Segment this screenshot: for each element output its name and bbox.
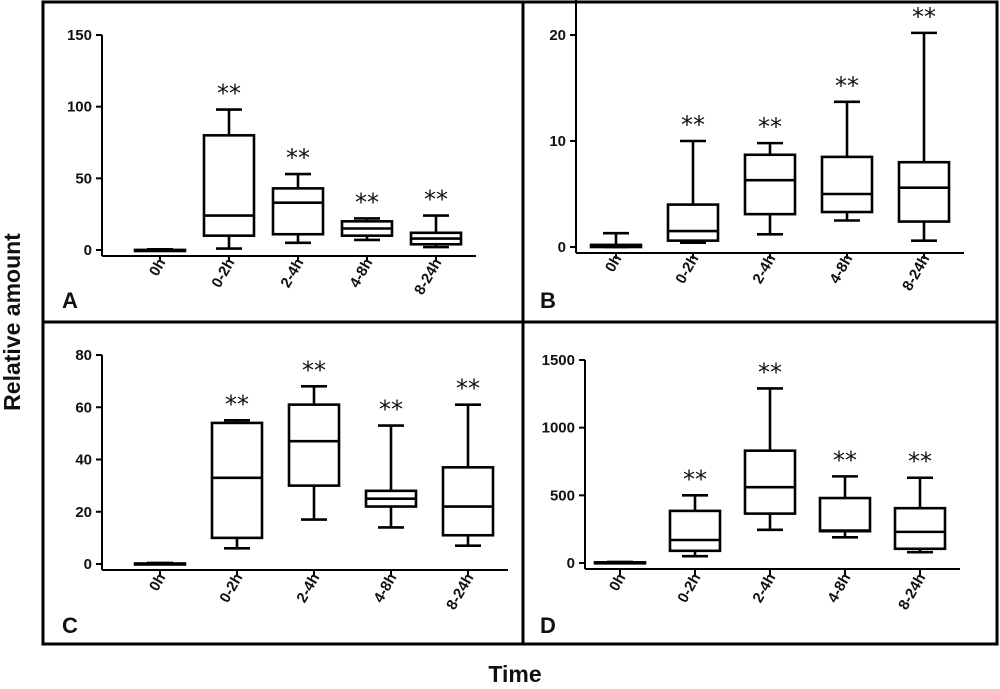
x-tick-label: 4-8h [824, 571, 854, 606]
y-tick-label: 40 [75, 452, 92, 469]
significance-label: ** [912, 3, 936, 31]
box-iqr [666, 203, 720, 242]
significance-label: ** [835, 72, 859, 100]
y-tick-label: 20 [75, 504, 92, 521]
x-tick-label: 0h [146, 571, 169, 595]
significance-label: ** [683, 465, 707, 493]
y-tick-label: 10 [549, 133, 566, 150]
significance-label: ** [833, 446, 857, 474]
y-tick-label: 150 [67, 27, 92, 44]
significance-label: ** [681, 111, 705, 139]
x-tick-label: 4-8h [826, 252, 856, 287]
y-tick-label: 60 [75, 399, 92, 416]
significance-label: ** [908, 448, 932, 476]
panel-border-d [521, 320, 999, 646]
panel-letter: A [62, 288, 78, 313]
panel-a: 0 50 100 150 0h 0-2h ** 2-4h ** 4-8h ** 8-24h ** A [62, 27, 476, 313]
box-iqr [893, 506, 947, 551]
box-iqr [202, 134, 256, 237]
panel-b: 0 10 20 0h 0-2h ** 2-4h ** 4-8h ** 8-24h ** B [540, 0, 964, 313]
significance-label: ** [758, 113, 782, 141]
x-tick-label: 0-2h [672, 252, 702, 287]
x-tick-label: 2-4h [749, 571, 779, 606]
y-tick-label: 1000 [542, 420, 575, 437]
x-tick-label: 2-4h [293, 571, 323, 606]
x-tick-label: 8-24h [895, 571, 929, 613]
y-tick-label: 500 [550, 487, 575, 504]
box-iqr [287, 403, 341, 487]
significance-label: ** [286, 144, 310, 172]
y-tick-label: 80 [75, 347, 92, 364]
y-tick-label: 0 [84, 556, 92, 573]
significance-label: ** [379, 396, 403, 424]
x-tick-label: 0-2h [216, 571, 246, 606]
x-tick-label: 0h [606, 571, 629, 595]
x-tick-label: 0h [146, 256, 169, 280]
y-axis-title: Relative amount [0, 233, 25, 411]
y-tick-label: 50 [75, 170, 92, 187]
panel-c: 0 20 40 60 80 0h 0-2h ** 2-4h ** 4-8h ** 8-24h ** C [62, 347, 508, 638]
significance-label: ** [758, 358, 782, 386]
y-tick-label: 1500 [542, 352, 575, 369]
panel-letter: C [62, 613, 78, 638]
box-iqr [210, 421, 264, 540]
y-tick-label: 20 [549, 27, 566, 44]
y-tick-label: 0 [558, 239, 566, 256]
x-axis-title: Time [488, 661, 541, 687]
significance-label: ** [217, 80, 241, 108]
box-iqr [743, 449, 797, 515]
box-iqr [897, 160, 951, 223]
x-tick-label: 0h [602, 252, 625, 276]
box-iqr [743, 153, 797, 216]
y-tick-label: 0 [84, 242, 92, 259]
x-tick-label: 2-4h [749, 252, 779, 287]
panel-letter: B [540, 288, 556, 313]
x-tick-label: 4-8h [370, 571, 400, 606]
panel-d: 0 500 1000 1500 0h 0-2h ** 2-4h ** 4-8h ** 8-24h ** D [540, 352, 960, 638]
y-tick-label: 0 [567, 555, 575, 572]
y-tick-label: 100 [67, 99, 92, 116]
x-tick-label: 0-2h [208, 256, 238, 291]
box-iqr [271, 187, 325, 236]
x-tick-label: 4-8h [346, 256, 376, 291]
box-iqr [820, 155, 874, 214]
x-tick-label: 8-24h [443, 571, 477, 613]
significance-label: ** [456, 375, 480, 403]
x-tick-label: 8-24h [899, 252, 933, 294]
panel-letter: D [540, 613, 556, 638]
x-tick-label: 8-24h [411, 256, 445, 298]
box-iqr [818, 496, 872, 533]
box-iqr [441, 466, 495, 537]
significance-label: ** [355, 188, 379, 216]
x-tick-label: 0-2h [674, 571, 704, 606]
box-iqr [668, 509, 722, 553]
significance-label: ** [302, 356, 326, 384]
x-tick-label: 2-4h [277, 256, 307, 291]
significance-label: ** [225, 390, 249, 418]
significance-label: ** [424, 186, 448, 214]
